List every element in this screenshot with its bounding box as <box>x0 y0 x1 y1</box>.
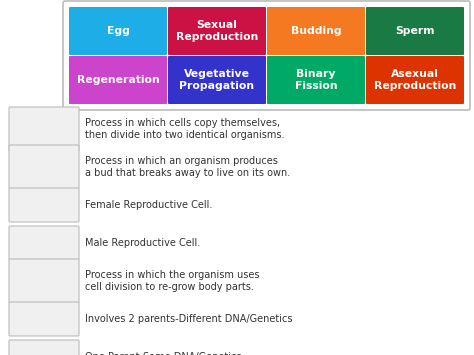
Text: Binary
Fission: Binary Fission <box>295 69 337 91</box>
Text: Regeneration: Regeneration <box>77 75 159 85</box>
FancyBboxPatch shape <box>366 7 464 55</box>
Text: Budding: Budding <box>291 26 341 36</box>
FancyBboxPatch shape <box>69 56 167 104</box>
FancyBboxPatch shape <box>267 7 365 55</box>
FancyBboxPatch shape <box>267 56 365 104</box>
FancyBboxPatch shape <box>69 7 167 55</box>
Text: Involves 2 parents-Different DNA/Genetics: Involves 2 parents-Different DNA/Genetic… <box>85 314 292 324</box>
FancyBboxPatch shape <box>168 7 266 55</box>
FancyBboxPatch shape <box>9 107 79 151</box>
FancyBboxPatch shape <box>9 259 79 303</box>
Text: Asexual
Reproduction: Asexual Reproduction <box>374 69 456 91</box>
FancyBboxPatch shape <box>9 340 79 355</box>
FancyBboxPatch shape <box>168 56 266 104</box>
Text: One Parent-Same DNA/Genetics: One Parent-Same DNA/Genetics <box>85 352 241 355</box>
FancyBboxPatch shape <box>9 188 79 222</box>
FancyBboxPatch shape <box>9 226 79 260</box>
Text: Egg: Egg <box>107 26 129 36</box>
Text: Process in which the organism uses
cell division to re-grow body parts.: Process in which the organism uses cell … <box>85 269 259 293</box>
Text: Vegetative
Propagation: Vegetative Propagation <box>180 69 255 91</box>
FancyBboxPatch shape <box>366 56 464 104</box>
FancyBboxPatch shape <box>9 145 79 189</box>
Text: Sperm: Sperm <box>395 26 435 36</box>
Text: Female Reproductive Cell.: Female Reproductive Cell. <box>85 200 212 210</box>
Text: Process in which cells copy themselves,
then divide into two identical organisms: Process in which cells copy themselves, … <box>85 118 284 140</box>
Text: Sexual
Reproduction: Sexual Reproduction <box>176 20 258 42</box>
Text: Male Reproductive Cell.: Male Reproductive Cell. <box>85 238 200 248</box>
FancyBboxPatch shape <box>63 1 470 110</box>
FancyBboxPatch shape <box>9 302 79 336</box>
Text: Process in which an organism produces
a bud that breaks away to live on its own.: Process in which an organism produces a … <box>85 155 290 179</box>
